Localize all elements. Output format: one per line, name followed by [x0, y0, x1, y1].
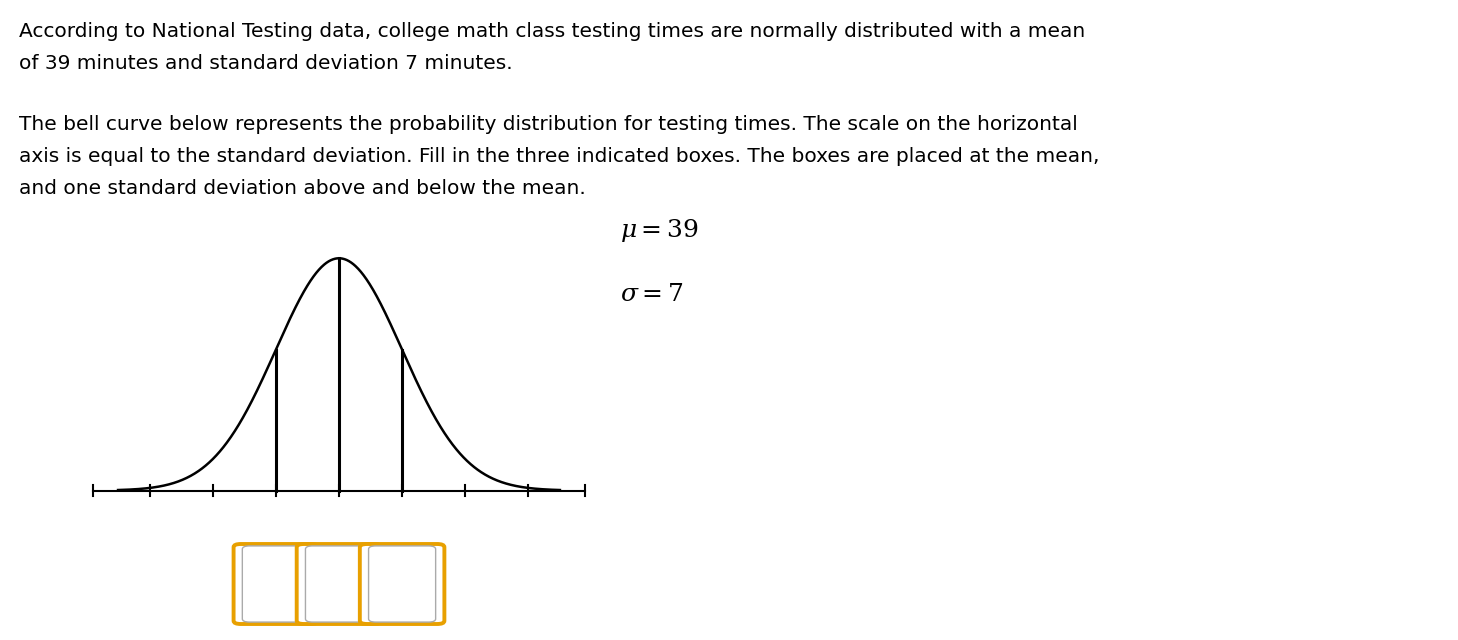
Text: The bell curve below represents the probability distribution for testing times. : The bell curve below represents the prob… — [19, 115, 1077, 134]
Text: and one standard deviation above and below the mean.: and one standard deviation above and bel… — [19, 179, 586, 198]
Text: $\sigma = 7$: $\sigma = 7$ — [620, 282, 684, 307]
Text: According to National Testing data, college math class testing times are normall: According to National Testing data, coll… — [19, 22, 1085, 42]
Text: $\mu = 39$: $\mu = 39$ — [620, 217, 698, 244]
Text: axis is equal to the standard deviation. Fill in the three indicated boxes. The : axis is equal to the standard deviation.… — [19, 147, 1099, 166]
Text: of 39 minutes and standard deviation 7 minutes.: of 39 minutes and standard deviation 7 m… — [19, 54, 513, 74]
